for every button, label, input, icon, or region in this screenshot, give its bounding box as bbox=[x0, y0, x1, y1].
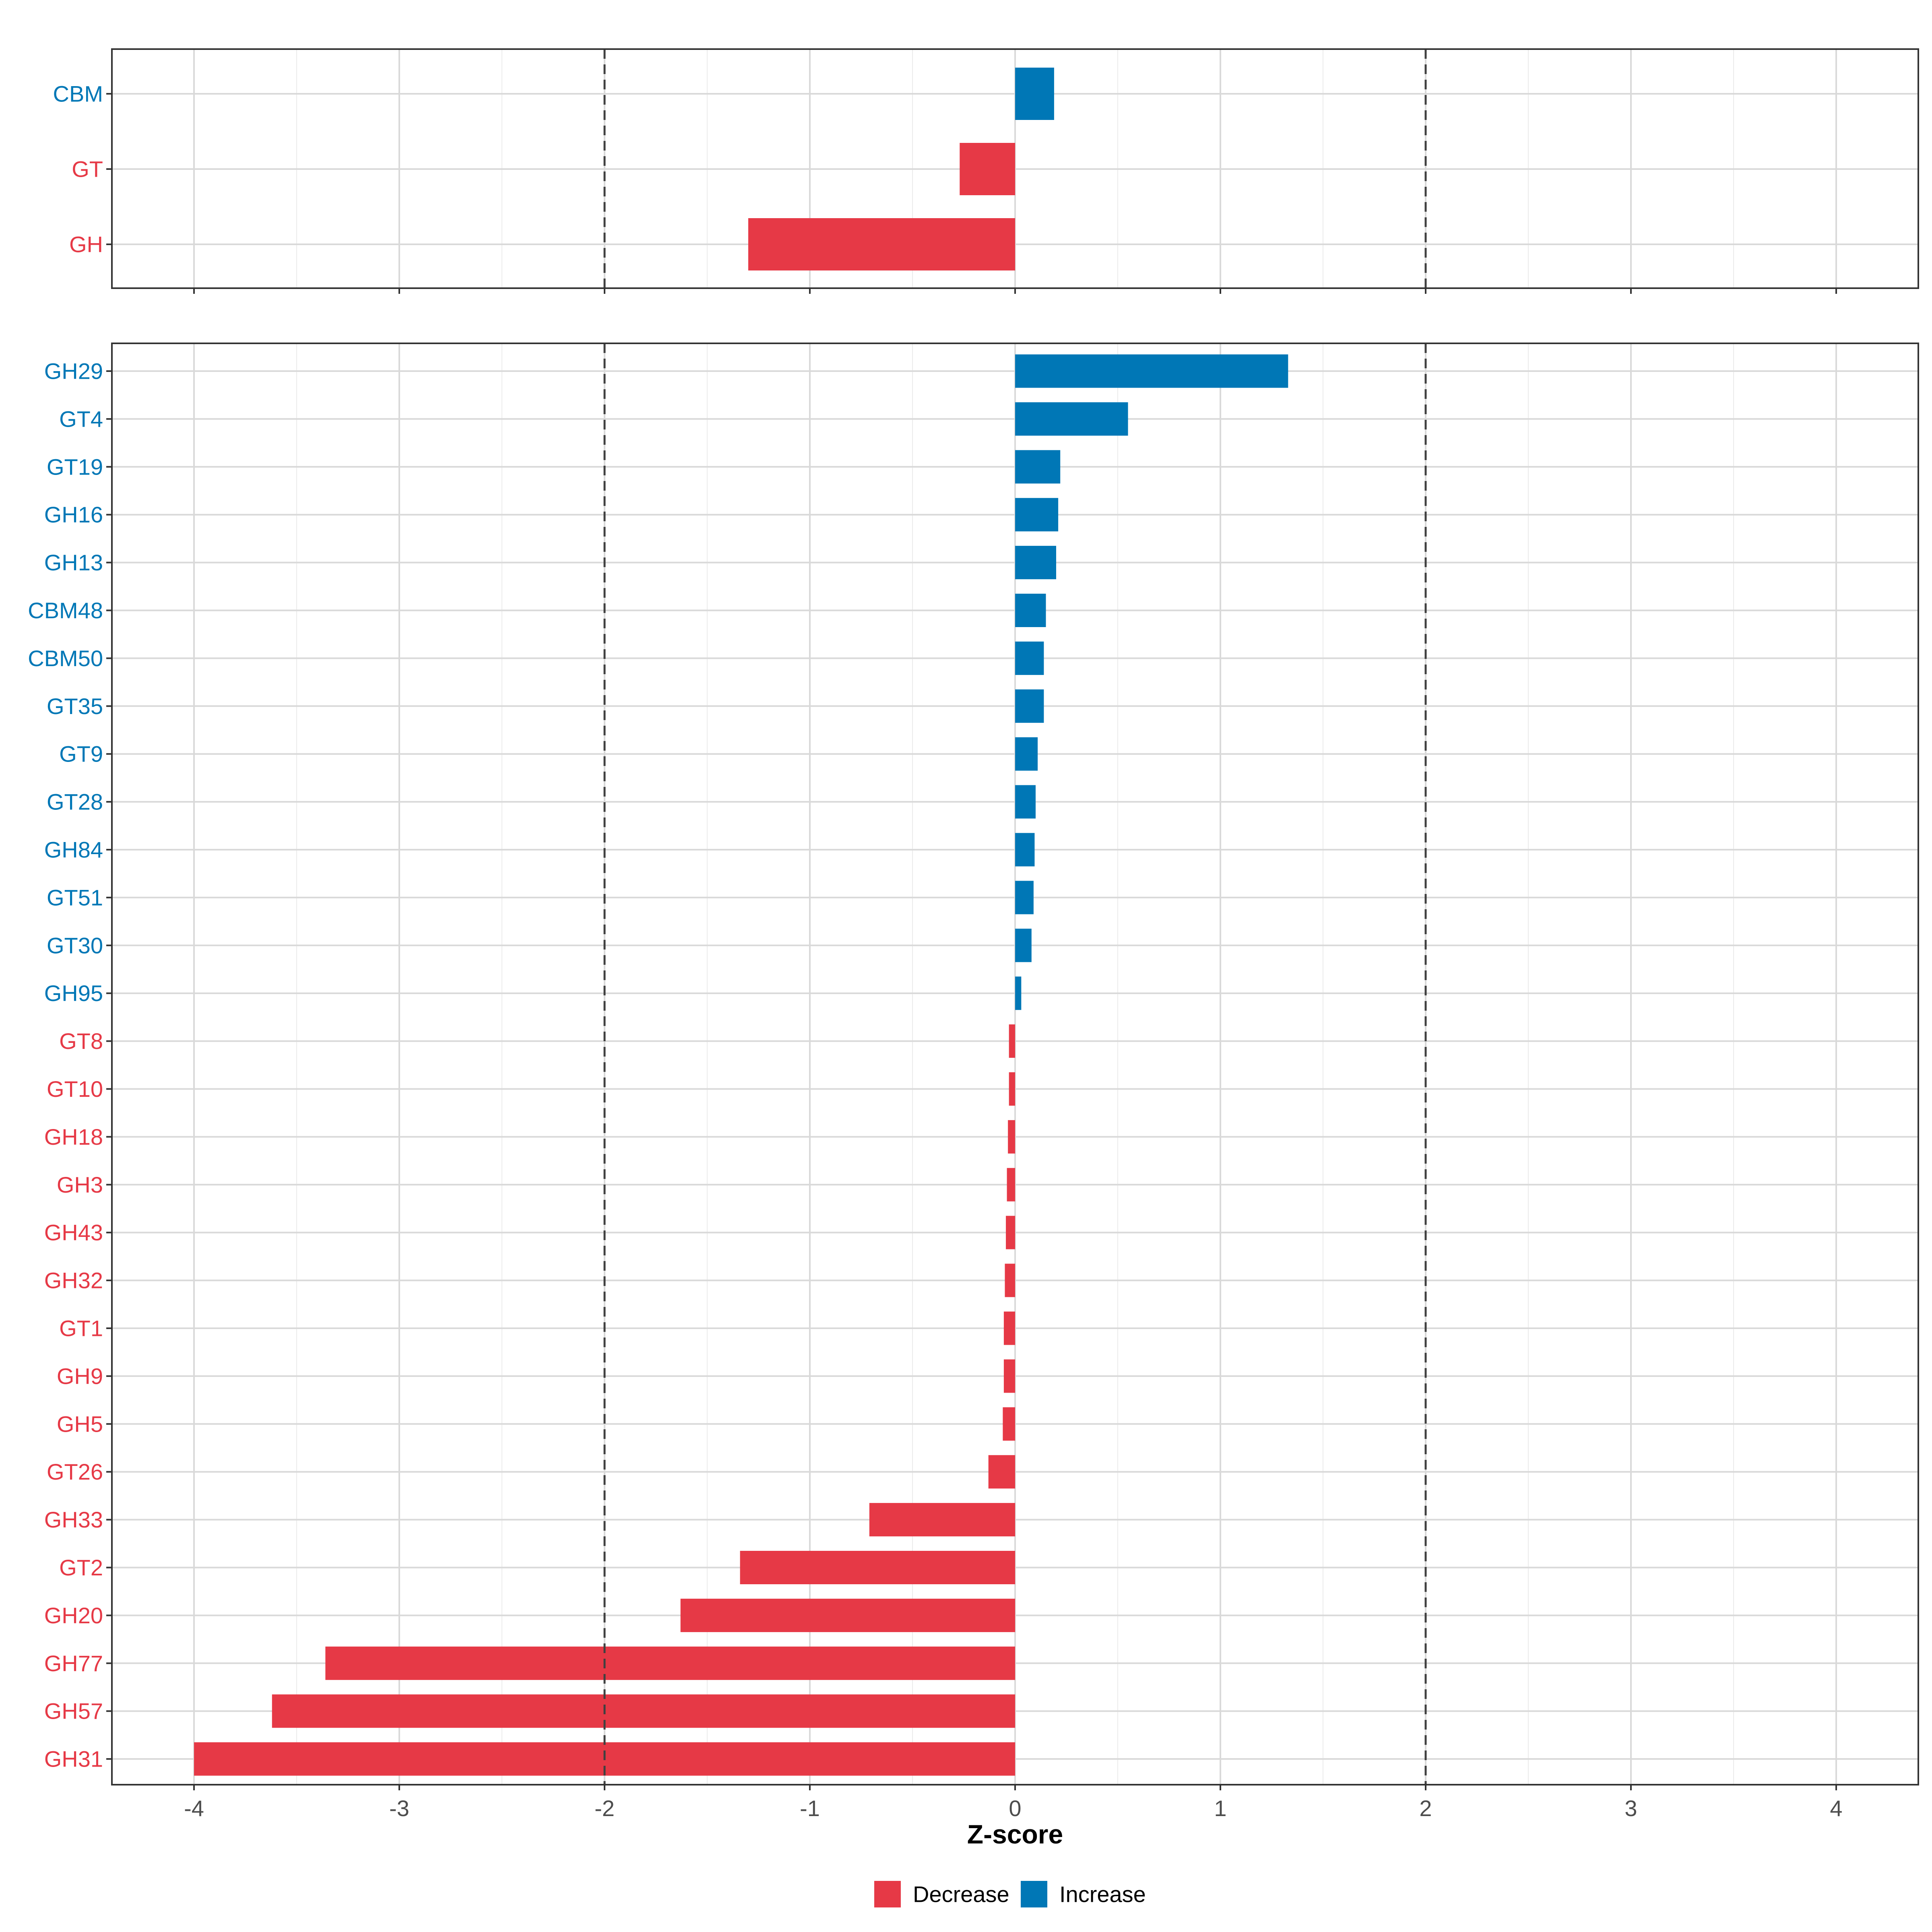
bar-gt8 bbox=[1009, 1024, 1015, 1058]
legend-label-increase: Increase bbox=[1059, 1882, 1146, 1907]
category-label: GT2 bbox=[59, 1555, 103, 1580]
category-label: GH3 bbox=[57, 1172, 103, 1197]
bar-gh32 bbox=[1005, 1263, 1015, 1297]
bar-gh9 bbox=[1003, 1359, 1015, 1393]
bar-gh16 bbox=[1015, 498, 1059, 532]
category-label: GT bbox=[72, 157, 103, 182]
x-tick-label: -1 bbox=[800, 1796, 820, 1821]
bar-gh77 bbox=[325, 1646, 1015, 1680]
bar-gh95 bbox=[1015, 976, 1022, 1010]
legend-swatch-increase bbox=[1021, 1881, 1047, 1907]
legend: Decrease Increase bbox=[874, 1881, 1146, 1907]
bar-gt bbox=[960, 143, 1015, 195]
category-label: GH5 bbox=[57, 1411, 103, 1437]
x-axis-title: Z-score bbox=[967, 1819, 1063, 1849]
bar-gh13 bbox=[1015, 546, 1056, 580]
category-label: GH84 bbox=[44, 837, 103, 863]
category-label: GT8 bbox=[59, 1028, 103, 1054]
bar-gh57 bbox=[272, 1694, 1015, 1728]
category-label: CBM48 bbox=[28, 598, 103, 623]
x-tick-label: 3 bbox=[1624, 1796, 1637, 1821]
category-label: CBM50 bbox=[28, 646, 103, 671]
category-label: GT35 bbox=[47, 694, 103, 719]
x-tick-label: 1 bbox=[1214, 1796, 1226, 1821]
category-label: GH9 bbox=[57, 1363, 103, 1389]
x-tick-label: 4 bbox=[1830, 1796, 1842, 1821]
category-label: GT10 bbox=[47, 1076, 103, 1102]
bar-gh29 bbox=[1015, 354, 1288, 388]
legend-label-decrease: Decrease bbox=[913, 1882, 1009, 1907]
category-label: GH57 bbox=[44, 1699, 103, 1724]
x-tick-label: -3 bbox=[389, 1796, 409, 1821]
bar-gt10 bbox=[1009, 1072, 1015, 1106]
bar-gh33 bbox=[869, 1503, 1015, 1537]
panel-bottom: GH29 GT4 GT19 GH16 GH13 CBM48 CBM50 GT35 GT9 GT28… bbox=[28, 343, 1919, 1849]
category-label: GH20 bbox=[44, 1603, 103, 1628]
bar-gt51 bbox=[1015, 881, 1034, 914]
category-label: GT9 bbox=[59, 741, 103, 767]
category-label: GH31 bbox=[44, 1746, 103, 1772]
category-label: GT51 bbox=[47, 885, 103, 910]
bar-gt35 bbox=[1015, 689, 1044, 723]
bar-gt28 bbox=[1015, 785, 1036, 819]
bar-gt2 bbox=[740, 1551, 1015, 1584]
category-label: GT4 bbox=[59, 406, 103, 431]
bar-gt1 bbox=[1003, 1311, 1015, 1345]
bar-gt4 bbox=[1015, 402, 1128, 436]
bar-gh3 bbox=[1007, 1168, 1015, 1201]
category-label: GT26 bbox=[47, 1459, 103, 1484]
category-label: GT1 bbox=[59, 1316, 103, 1341]
bar-gt30 bbox=[1015, 929, 1032, 962]
bar-gt26 bbox=[988, 1455, 1015, 1489]
category-label: GH13 bbox=[44, 550, 103, 575]
bar-gh20 bbox=[680, 1598, 1015, 1632]
bar-cbm bbox=[1015, 68, 1054, 120]
category-label: GH32 bbox=[44, 1268, 103, 1293]
category-label: GH bbox=[69, 232, 103, 257]
category-label: GH77 bbox=[44, 1651, 103, 1676]
category-label: GT19 bbox=[47, 454, 103, 479]
category-label: GT28 bbox=[47, 789, 103, 815]
category-label: GH16 bbox=[44, 502, 103, 527]
bar-gh43 bbox=[1006, 1216, 1015, 1249]
bar-gh bbox=[748, 218, 1015, 270]
x-tick-label: 2 bbox=[1419, 1796, 1432, 1821]
bar-gt9 bbox=[1015, 737, 1038, 771]
panel-top: CBM GT GH bbox=[53, 48, 1919, 294]
category-label: GH95 bbox=[44, 980, 103, 1006]
bar-cbm48 bbox=[1015, 594, 1046, 627]
legend-swatch-decrease bbox=[874, 1881, 901, 1907]
category-label: GH18 bbox=[44, 1124, 103, 1150]
bar-gh18 bbox=[1008, 1120, 1015, 1154]
bar-gh5 bbox=[1003, 1407, 1015, 1441]
x-tick-label: -2 bbox=[594, 1796, 615, 1821]
x-tick-label: -4 bbox=[184, 1796, 204, 1821]
category-label: GH29 bbox=[44, 359, 103, 384]
x-tick-label: 0 bbox=[1009, 1796, 1021, 1821]
category-label: GT30 bbox=[47, 933, 103, 958]
category-label: GH33 bbox=[44, 1507, 103, 1532]
bar-gh84 bbox=[1015, 833, 1035, 867]
bar-cbm50 bbox=[1015, 641, 1044, 675]
category-label: CBM bbox=[53, 81, 103, 107]
bar-gt19 bbox=[1015, 450, 1061, 484]
category-label: GH43 bbox=[44, 1220, 103, 1245]
